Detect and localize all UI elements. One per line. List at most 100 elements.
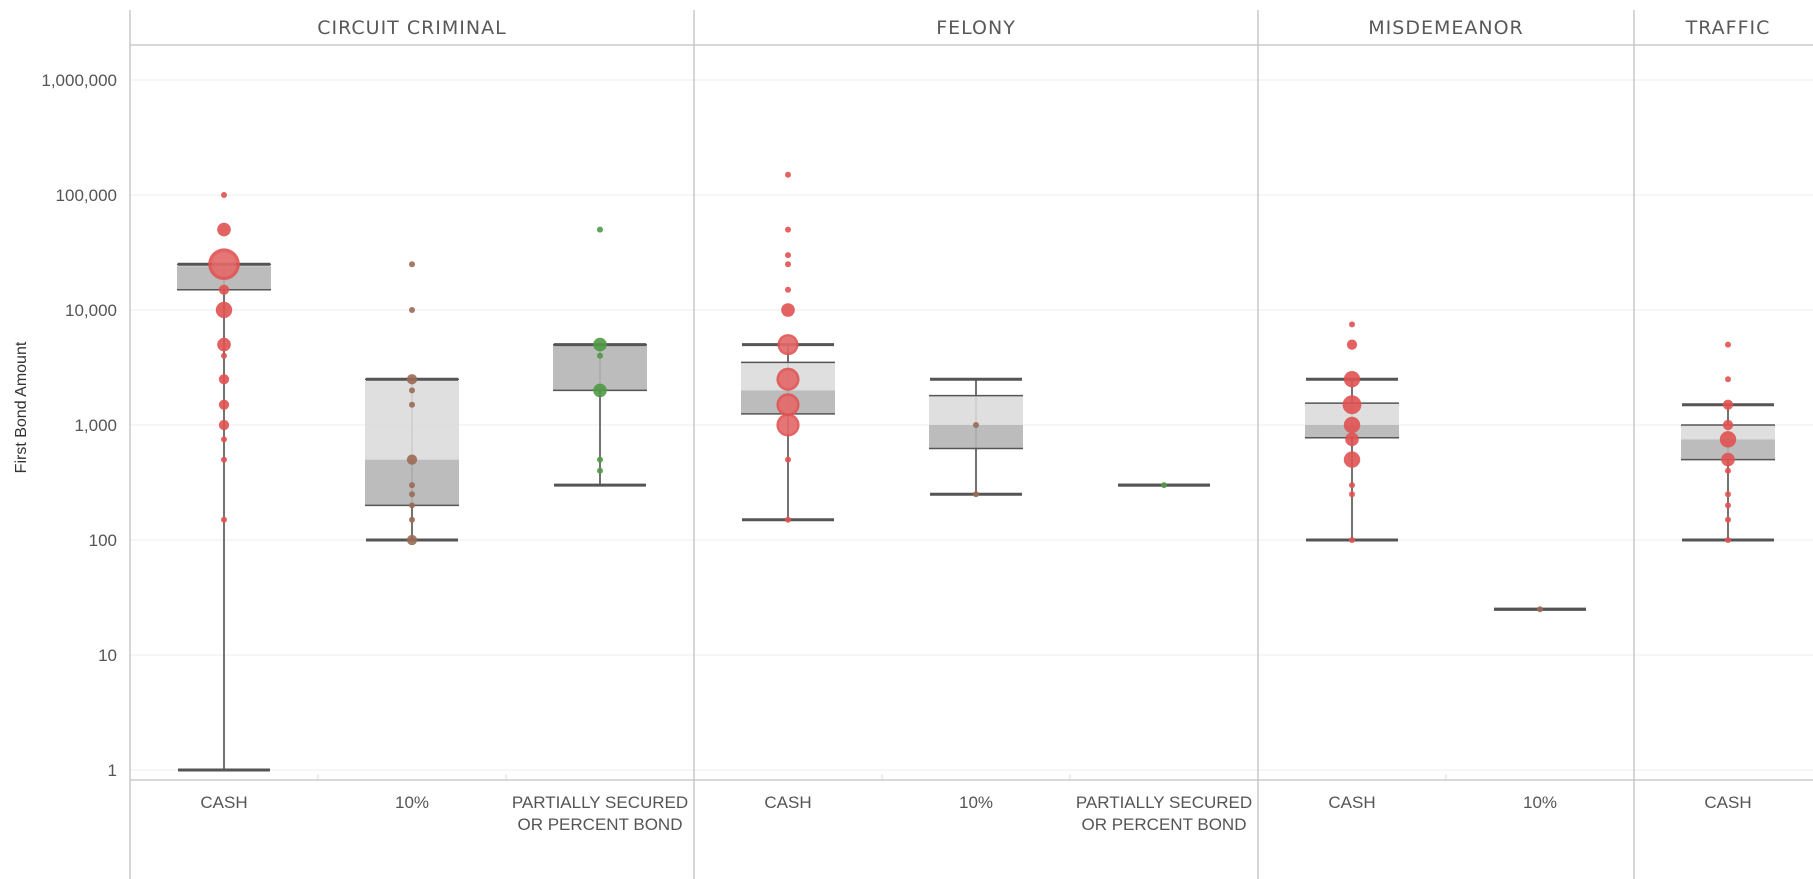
- data-point: [785, 252, 791, 259]
- data-point: [785, 516, 791, 523]
- data-point: [1722, 419, 1734, 431]
- data-point: [409, 401, 415, 408]
- data-point: [218, 374, 230, 385]
- data-point: [1342, 395, 1362, 415]
- y-axis: 1 10 100 1,000 10,000 100,000 1,000,000 First B…: [13, 71, 117, 780]
- box-lower: [553, 344, 647, 391]
- data-point: [1345, 432, 1359, 447]
- y-tick-label: 100: [89, 531, 117, 550]
- data-point: [776, 367, 800, 391]
- data-point: [406, 534, 418, 546]
- data-point: [777, 334, 799, 356]
- category-label: OR PERCENT BOND: [518, 815, 683, 834]
- data-point: [593, 383, 607, 398]
- data-point: [406, 454, 418, 465]
- data-point: [1349, 321, 1355, 328]
- data-point: [1725, 467, 1731, 474]
- data-point: [409, 261, 415, 268]
- category-label: 10%: [1523, 793, 1557, 812]
- data-point: [406, 374, 418, 385]
- facet-title: CIRCUIT CRIMINAL: [317, 17, 506, 39]
- data-point: [1725, 376, 1731, 383]
- y-tick-label: 100,000: [56, 186, 117, 205]
- data-point-highlight: [778, 370, 798, 389]
- data-point: [1349, 491, 1355, 498]
- data-point: [1725, 491, 1731, 498]
- category-labels: CASH 10% PARTIALLY SECURED OR PERCENT BOND C…: [200, 793, 1751, 834]
- data-point: [221, 516, 227, 523]
- data-point: [409, 516, 415, 523]
- data-point: [1725, 341, 1731, 348]
- data-point: [776, 393, 800, 417]
- data-point: [597, 352, 603, 359]
- y-tick-label: 1: [108, 761, 117, 780]
- data-point: [1537, 606, 1543, 613]
- data-point: [1343, 371, 1361, 388]
- data-point: [215, 301, 233, 319]
- data-point: [221, 192, 227, 198]
- facet-title: TRAFFIC: [1685, 17, 1771, 39]
- data-point: [1725, 502, 1731, 509]
- data-point: [785, 226, 791, 233]
- data-point: [785, 286, 791, 293]
- plot-marks: [177, 171, 1775, 772]
- data-point: [781, 303, 795, 317]
- data-point: [409, 482, 415, 489]
- data-point-highlight: [778, 415, 798, 435]
- data-point: [1722, 399, 1734, 410]
- y-tick-label: 10,000: [65, 301, 117, 320]
- data-point: [218, 399, 230, 410]
- data-point: [1346, 339, 1358, 350]
- box-upper: [929, 395, 1023, 425]
- data-point: [1721, 452, 1735, 467]
- data-point: [973, 422, 979, 428]
- data-point-highlight: [779, 336, 797, 353]
- data-point-highlight: [211, 251, 237, 277]
- category-label: PARTIALLY SECURED: [1076, 793, 1252, 812]
- y-tick-label: 1,000,000: [41, 71, 117, 90]
- category-label: CASH: [200, 793, 247, 812]
- box-lower: [1681, 439, 1775, 460]
- data-point: [597, 467, 603, 474]
- data-point: [409, 491, 415, 498]
- facet-frame: CIRCUIT CRIMINAL FELONY MISDEMEANOR TRAFFIC: [129, 10, 1813, 879]
- data-point: [1349, 482, 1355, 489]
- data-point: [221, 436, 227, 443]
- data-point: [1349, 537, 1355, 543]
- category-label: OR PERCENT BOND: [1082, 815, 1247, 834]
- data-point: [208, 248, 240, 281]
- category-label: CASH: [1704, 793, 1751, 812]
- data-point: [218, 419, 230, 431]
- data-point: [1343, 451, 1361, 468]
- data-point: [217, 222, 231, 237]
- data-point: [973, 491, 979, 498]
- category-label: CASH: [764, 793, 811, 812]
- data-point: [1719, 431, 1737, 448]
- data-point: [597, 226, 603, 233]
- data-point: [597, 456, 603, 463]
- data-point: [785, 456, 791, 463]
- data-point: [221, 456, 227, 463]
- category-label: 10%: [959, 793, 993, 812]
- data-point: [1343, 416, 1361, 434]
- data-point: [1725, 537, 1731, 543]
- data-point: [785, 171, 791, 178]
- data-point: [593, 337, 607, 352]
- category-label: PARTIALLY SECURED: [512, 793, 688, 812]
- facet-title: FELONY: [936, 17, 1016, 39]
- data-point: [785, 261, 791, 268]
- data-point: [409, 307, 415, 313]
- data-point: [1725, 516, 1731, 523]
- data-point: [409, 502, 415, 509]
- category-label: 10%: [395, 793, 429, 812]
- data-point: [221, 352, 227, 359]
- data-point: [1161, 482, 1167, 489]
- data-point-highlight: [778, 395, 798, 414]
- data-point: [776, 413, 800, 437]
- y-axis-title: First Bond Amount: [13, 341, 30, 473]
- y-tick-label: 10: [98, 646, 117, 665]
- data-point: [409, 387, 415, 394]
- box-lower: [929, 425, 1023, 449]
